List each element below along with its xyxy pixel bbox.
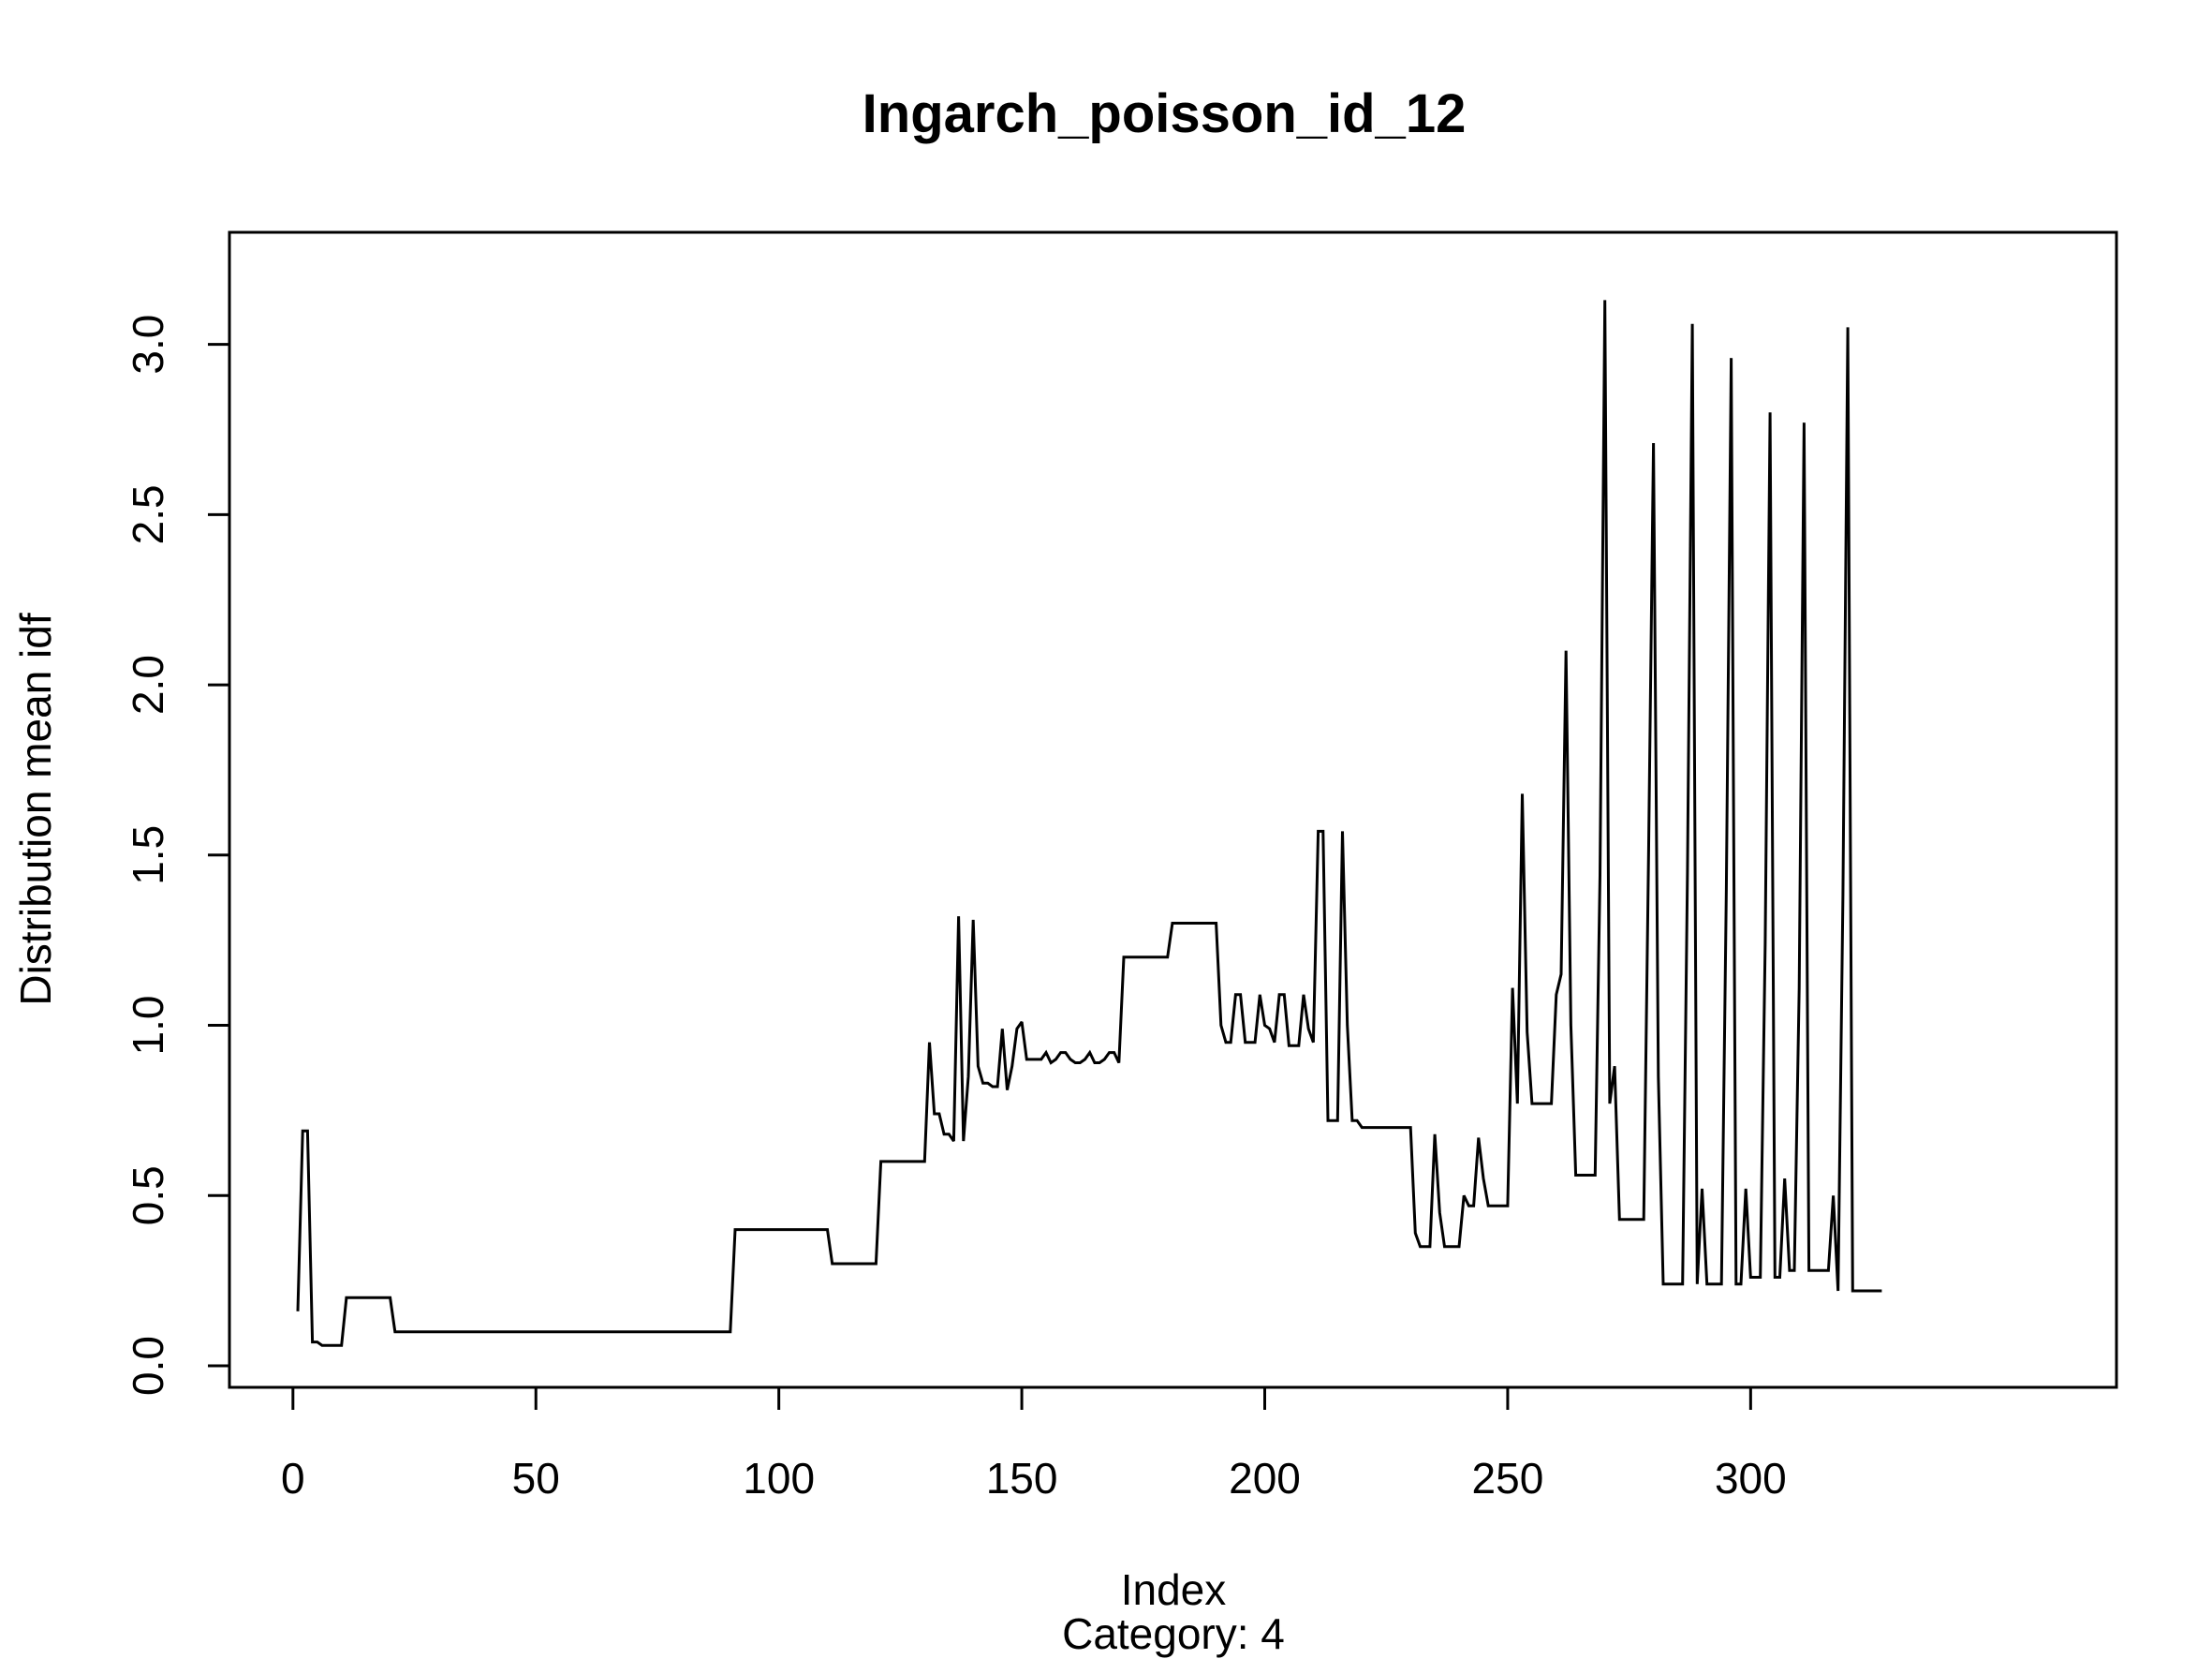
x-axis: 0 50 100 150 200 250 300 [281,1385,1787,1503]
series-line-1 [296,300,1882,1347]
x-tick-label: 100 [743,1454,815,1503]
x-tick-label: 300 [1715,1454,1787,1503]
chart-subtitle: Category: 4 [1062,1609,1285,1658]
y-tick-label: 1.5 [124,825,172,885]
y-tick-label: 0.0 [124,1336,172,1396]
y-axis: 0.0 0.5 1.0 1.5 2.0 2.5 3.0 [124,315,231,1396]
x-axis-label: Index [1121,1565,1227,1614]
y-axis-label: Distribution mean idf [11,613,60,1006]
y-tick-label: 2.0 [124,655,172,715]
y-tick-label: 1.0 [124,996,172,1056]
x-tick-label: 150 [986,1454,1058,1503]
y-tick-label: 2.5 [124,484,172,544]
x-tick-label: 0 [281,1454,305,1503]
x-tick-label: 50 [512,1454,560,1503]
y-tick-label: 0.5 [124,1165,172,1225]
x-tick-label: 250 [1472,1454,1544,1503]
chart-title: Ingarch_poisson_id_12 [863,83,1467,144]
series-layer [296,300,1882,1347]
x-tick-label: 200 [1229,1454,1301,1503]
y-tick-label: 3.0 [124,315,172,375]
